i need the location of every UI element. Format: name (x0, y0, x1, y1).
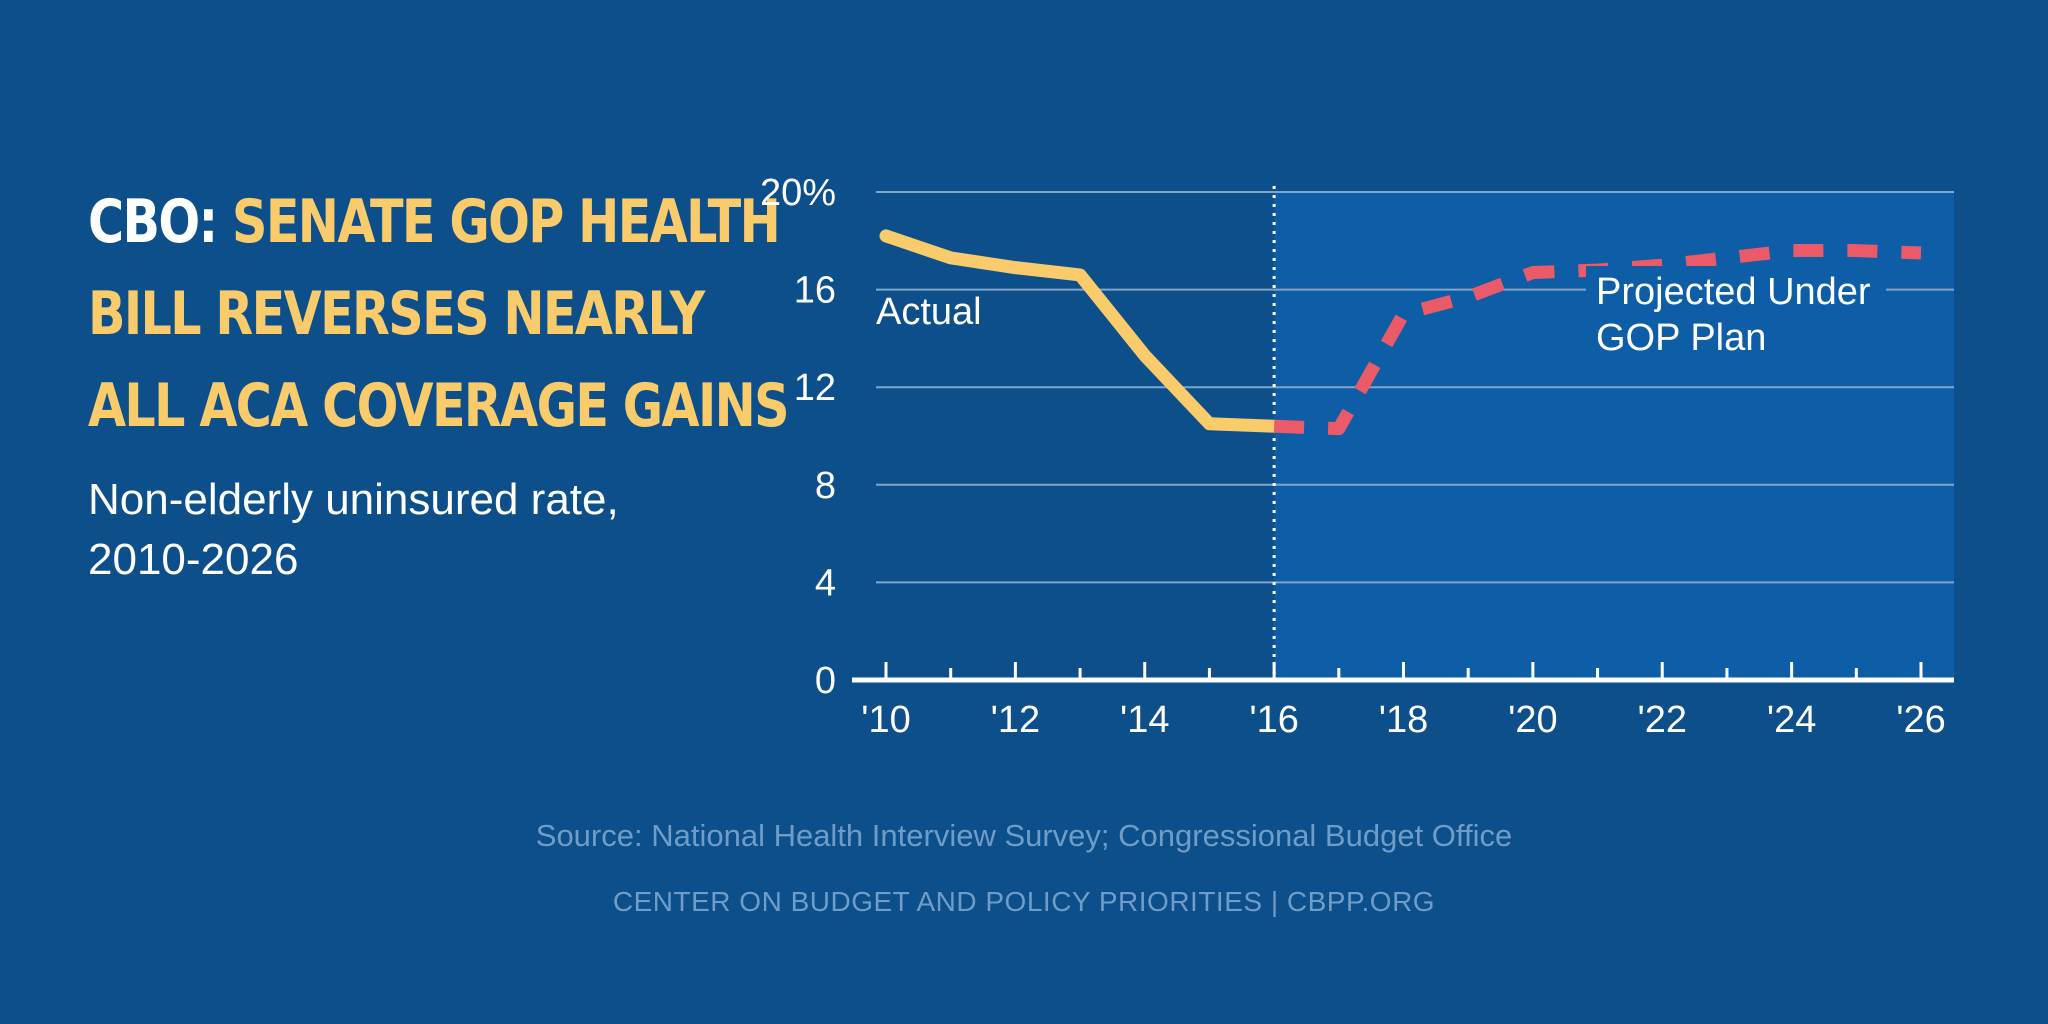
y-tick-label: 0 (815, 660, 836, 702)
annotation-projected-line2: GOP Plan (1596, 317, 1766, 359)
y-tick-label: 12 (794, 367, 836, 409)
x-tick-label: '14 (1120, 699, 1170, 741)
y-tick-label: 4 (815, 562, 836, 604)
x-tick-label: '16 (1249, 699, 1299, 741)
headline-rest-line1: SENATE GOP HEALTH (232, 187, 781, 257)
actual-series-line (879, 229, 1281, 433)
chart-subtitle: Non-elderly uninsured rate, 2010-2026 (88, 475, 619, 584)
x-tick-label: '18 (1379, 699, 1429, 741)
y-tick-label: 20% (760, 172, 836, 214)
y-tick-label: 8 (815, 465, 836, 507)
annotation-backdrop (1586, 266, 1886, 366)
x-tick-label: '22 (1637, 699, 1687, 741)
headline-rest-line2: BILL REVERSES NEARLY (88, 279, 705, 349)
x-tick-label: '24 (1767, 699, 1817, 741)
annotation-actual: Actual (876, 291, 982, 333)
annotation-projected-line1: Projected Under (1596, 271, 1871, 313)
source-note: Source: National Health Interview Survey… (535, 818, 1513, 853)
x-tick-label: '12 (991, 699, 1041, 741)
y-tick-label: 16 (794, 270, 836, 312)
x-tick-label: '10 (861, 699, 911, 741)
projection-panel (1274, 192, 1954, 680)
x-tick-label: '26 (1896, 699, 1946, 741)
organization-credit: CENTER ON BUDGET AND POLICY PRIORITIES |… (612, 886, 1436, 917)
headline-lead: CBO: (88, 187, 233, 257)
x-tick-label: '20 (1508, 699, 1558, 741)
